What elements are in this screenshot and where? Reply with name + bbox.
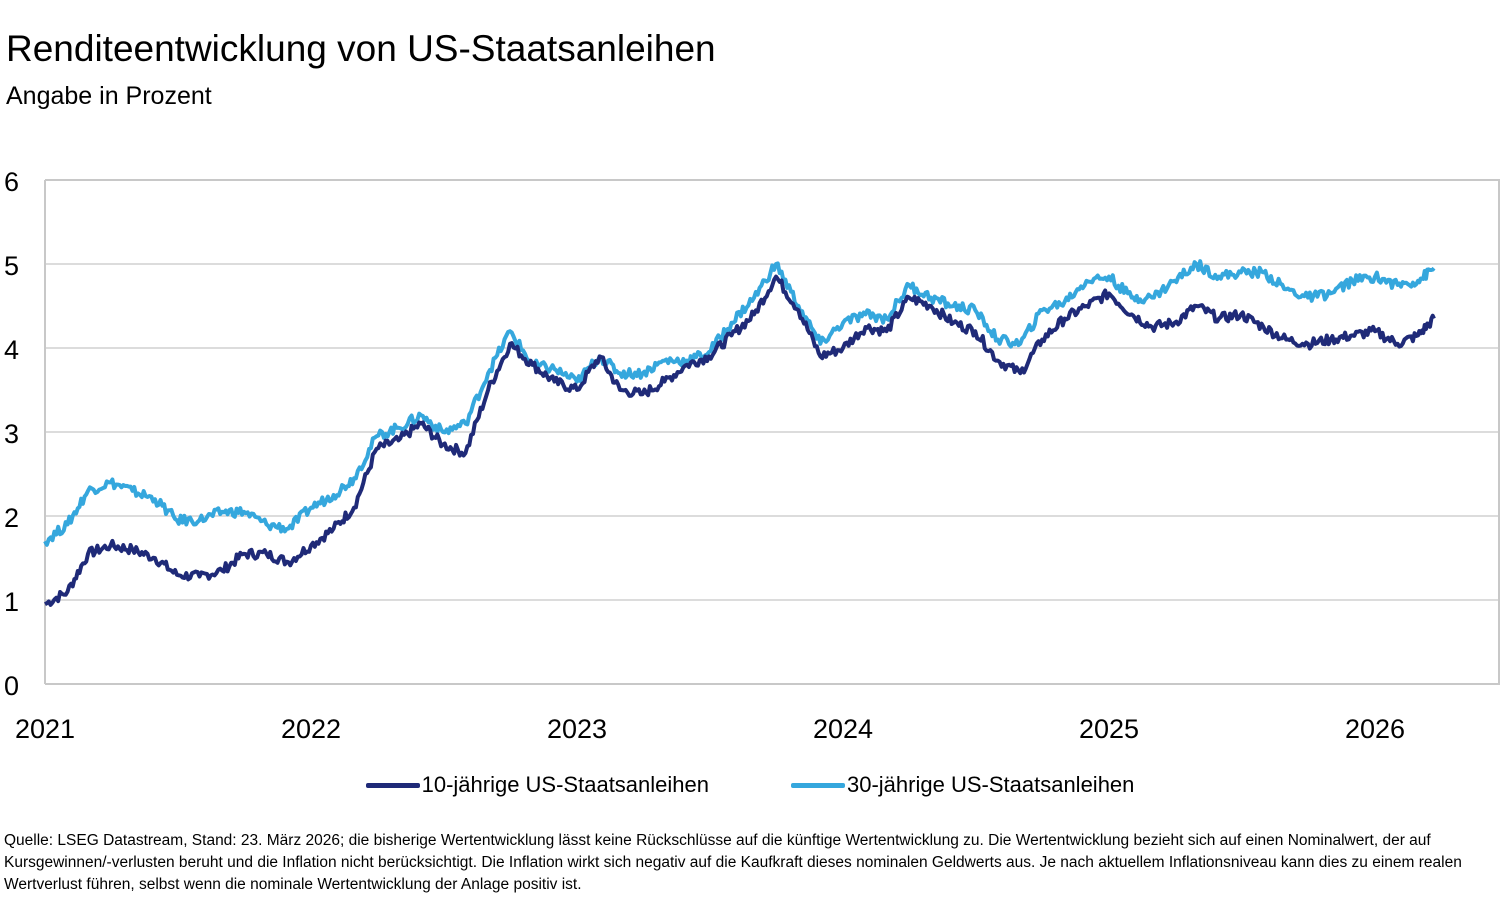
legend-label-30y: 30-jährige US-Staatsanleihen <box>847 772 1135 797</box>
y-tick-label: 3 <box>4 419 19 449</box>
y-tick-label: 2 <box>4 503 19 533</box>
chart-title: Renditeentwicklung von US-Staatsanleihen <box>6 28 716 69</box>
y-axis-ticks: 0 1 2 3 4 5 6 <box>4 167 19 701</box>
y-tick-label: 1 <box>4 587 19 617</box>
x-tick-label: 2024 <box>813 714 873 744</box>
legend-item-30y: 30-jährige US-Staatsanleihen <box>791 772 1134 798</box>
legend-swatch-10y <box>365 782 420 788</box>
y-tick-label: 4 <box>4 335 19 365</box>
x-tick-label: 2026 <box>1345 714 1405 744</box>
legend: 10-jährige US-Staatsanleihen 30-jährige … <box>0 772 1500 798</box>
x-tick-label: 2023 <box>547 714 607 744</box>
legend-item-10y: 10-jährige US-Staatsanleihen <box>365 772 709 798</box>
legend-label-10y: 10-jährige US-Staatsanleihen <box>421 772 709 797</box>
x-tick-label: 2021 <box>15 714 75 744</box>
x-tick-label: 2022 <box>281 714 341 744</box>
footnote: Quelle: LSEG Datastream, Stand: 23. März… <box>4 832 1462 893</box>
series-line-10y <box>44 274 1436 607</box>
series-line-30y <box>43 259 1436 547</box>
series-lines <box>43 259 1436 607</box>
y-tick-label: 0 <box>4 671 19 701</box>
y-tick-label: 6 <box>4 167 19 197</box>
legend-swatch-30y <box>791 782 845 788</box>
gridlines <box>44 179 1500 685</box>
x-axis-ticks: 2021 2022 2023 2024 2025 2026 <box>15 714 1405 744</box>
y-tick-label: 5 <box>4 251 19 281</box>
x-tick-label: 2025 <box>1079 714 1139 744</box>
line-chart: 0 1 2 3 4 5 6 2021 2022 2023 2024 2025 2026 <box>4 167 1500 744</box>
chart-subtitle: Angabe in Prozent <box>6 82 212 110</box>
